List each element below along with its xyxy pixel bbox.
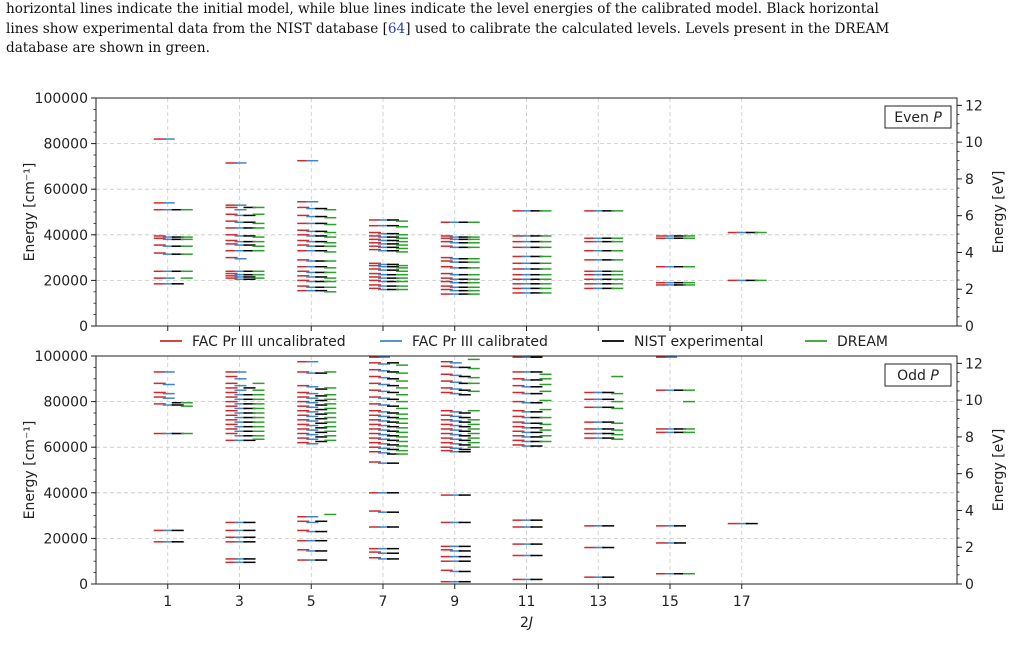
citation-link[interactable]: 64: [387, 20, 406, 37]
legend: FAC Pr III uncalibrated FAC Pr III calibr…: [160, 334, 888, 350]
y-tick-label: 80000: [43, 395, 88, 411]
x-tick-label: 1: [163, 594, 172, 610]
x-tick-label: 7: [379, 594, 388, 610]
legend-label-dream: DREAM: [837, 334, 888, 350]
caption-line-2-pre: lines show experimental data from the NI…: [6, 20, 388, 37]
y-right-axis-label: Energy [eV]: [991, 171, 1007, 254]
panel-label-box: [884, 363, 952, 387]
y-right-tick-label: 6: [965, 209, 974, 225]
y-right-tick-label: 0: [965, 319, 974, 335]
y-right-tick-label: 4: [965, 245, 974, 261]
y-tick-label: 0: [79, 577, 88, 593]
caption-line-3: database are shown in green.: [6, 40, 210, 56]
y-tick-label: 100000: [35, 91, 88, 107]
y-axis-label: Energy [cm⁻¹]: [22, 163, 38, 262]
legend-label-nist: NIST experimental: [634, 334, 763, 350]
y-right-tick-label: 10: [965, 393, 983, 409]
y-axis-label: Energy [cm⁻¹]: [22, 421, 38, 520]
x-tick-label: 5: [307, 594, 316, 610]
y-right-tick-label: 8: [965, 172, 974, 188]
figure-caption: horizontal lines indicate the initial mo…: [6, 0, 1018, 59]
caption-line-2: lines show experimental data from the NI…: [6, 20, 1018, 40]
y-right-tick-label: 4: [965, 503, 974, 519]
y-right-tick-label: 0: [965, 577, 974, 593]
panel-odd-parity: 0 20000 40000 60000 80000 100000 0 2 4 6 8 10 12 Ener…: [22, 349, 1007, 593]
y-tick-label: 60000: [43, 182, 88, 198]
panel-even-parity: 0 20000 40000 60000 80000 100000 0 2 4 6 8 10 12 Ener…: [22, 91, 1007, 335]
y-right-tick-label: 6: [965, 467, 974, 483]
legend-label-calibrated: FAC Pr III calibrated: [412, 334, 548, 350]
x-tick-label: 17: [733, 594, 751, 610]
y-right-tick-label: 2: [965, 540, 974, 556]
y-tick-label: 40000: [43, 486, 88, 502]
y-tick-label: 20000: [43, 273, 88, 289]
y-right-tick-label: 10: [965, 135, 983, 151]
y-right-tick-label: 2: [965, 282, 974, 298]
x-tick-label: 15: [661, 594, 679, 610]
y-right-axis-label: Energy [eV]: [991, 429, 1007, 512]
y-tick-label: 20000: [43, 531, 88, 547]
y-right-tick-label: 12: [965, 98, 983, 114]
y-right-tick-label: 12: [965, 356, 983, 372]
panel-label: Even P: [894, 110, 942, 126]
x-tick-label: 3: [235, 594, 244, 610]
y-tick-label: 80000: [43, 137, 88, 153]
x-tick-label: 13: [589, 594, 607, 610]
y-tick-label: 100000: [35, 349, 88, 365]
panel-label: Odd P: [897, 368, 939, 384]
caption-line-1: horizontal lines indicate the initial mo…: [6, 1, 879, 17]
x-tick-label: 11: [518, 594, 536, 610]
caption-line-2-post: ] used to calibrate the calculated level…: [405, 20, 890, 37]
y-tick-label: 60000: [43, 440, 88, 456]
panel-label-box: [884, 105, 952, 129]
x-axis-label: 2J: [520, 615, 533, 631]
y-tick-label: 40000: [43, 228, 88, 244]
y-tick-label: 0: [79, 319, 88, 335]
legend-label-uncalibrated: FAC Pr III uncalibrated: [192, 334, 346, 350]
x-tick-label: 9: [450, 594, 459, 610]
y-right-tick-label: 8: [965, 430, 974, 446]
